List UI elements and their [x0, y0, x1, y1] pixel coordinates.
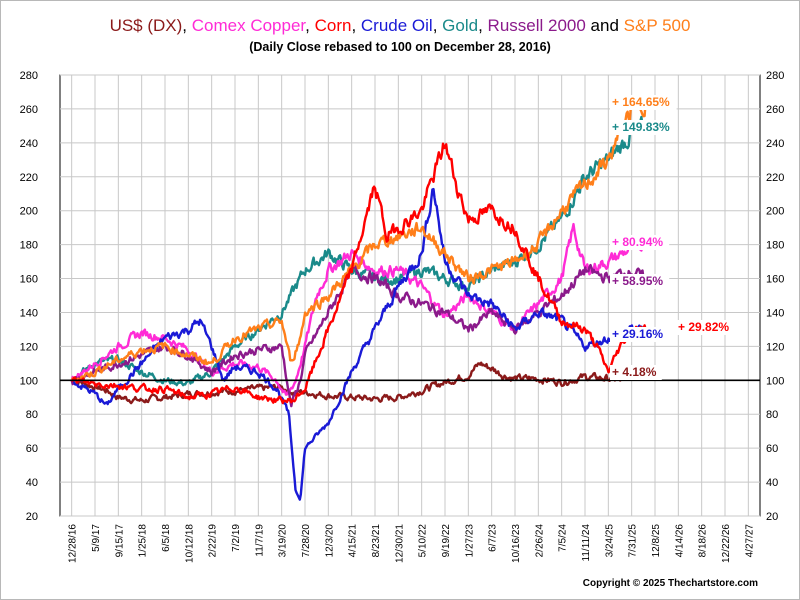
- y-tick-label-left: 220: [20, 172, 38, 184]
- plot-area: [59, 74, 761, 517]
- x-tick-label: 6/5/18: [161, 524, 172, 552]
- x-tick-label: 10/12/18: [184, 524, 195, 563]
- end-label-bg: [610, 95, 677, 110]
- y-tick-label-right: 280: [766, 70, 784, 82]
- x-tick-label: 5/10/22: [418, 524, 429, 558]
- title-part: Comex Copper: [191, 16, 306, 35]
- x-tick-label: 11/11/24: [581, 524, 592, 562]
- y-tick-label-right: 180: [766, 240, 784, 252]
- x-tick-label: 12/28/16: [68, 524, 79, 563]
- x-tick-label: 11/7/19: [254, 524, 265, 557]
- title-part: US$ (DX): [109, 16, 183, 35]
- end-label: + 80.94%: [612, 235, 663, 249]
- title-part: Gold: [442, 16, 479, 35]
- x-tick-label: 7/28/20: [301, 524, 312, 558]
- y-tick-label-left: 140: [20, 307, 38, 319]
- x-tick-label: 2/22/19: [208, 524, 219, 558]
- y-tick-label-left: 280: [20, 70, 38, 82]
- x-tick-label: 8/18/26: [698, 524, 709, 558]
- y-tick-label-left: 40: [26, 477, 38, 489]
- x-tick-label: 12/8/25: [651, 524, 662, 558]
- y-tick-label-right: 140: [766, 307, 784, 319]
- x-tick-label: 7/5/24: [558, 524, 569, 552]
- y-tick-label-left: 200: [20, 206, 38, 218]
- y-tick-label-right: 20: [766, 511, 778, 523]
- x-tick-label: 12/30/21: [394, 524, 405, 563]
- title-part: ,: [432, 16, 443, 35]
- series-line-s-p-500: [70, 96, 647, 383]
- title-part: Crude Oil: [360, 16, 433, 35]
- y-tick-label-right: 60: [766, 443, 778, 455]
- x-tick-label: 2/26/24: [534, 524, 545, 558]
- x-tick-label: 5/9/17: [91, 524, 102, 552]
- end-label: + 29.82%: [678, 320, 729, 334]
- x-tick-label: 10/16/23: [511, 524, 522, 563]
- title-part: and: [585, 16, 624, 35]
- y-tick-label-right: 220: [766, 172, 784, 184]
- y-tick-label-left: 160: [20, 274, 38, 286]
- end-label-bg: [610, 327, 670, 342]
- copyright-text: Copyright © 2025 Thechartstore.com: [582, 578, 758, 589]
- end-label-bg: [676, 320, 736, 335]
- title-part: ,: [351, 16, 361, 35]
- title-part: ,: [305, 16, 315, 35]
- end-label: + 58.95%: [612, 274, 663, 288]
- y-tick-label-right: 160: [766, 274, 784, 286]
- x-tick-label: 8/23/21: [371, 524, 382, 558]
- y-tick-label-right: 260: [766, 104, 784, 116]
- end-label: + 164.65%: [612, 95, 670, 109]
- y-tick-label-right: 40: [766, 477, 778, 489]
- y-tick-label-left: 60: [26, 443, 38, 455]
- chart-subtitle: (Daily Close rebased to 100 on December …: [249, 40, 551, 54]
- x-tick-label: 12/3/20: [324, 524, 335, 558]
- series-line-corn: [71, 142, 647, 405]
- x-tick-label: 6/7/23: [488, 524, 499, 552]
- x-tick-label: 9/15/17: [114, 524, 125, 558]
- x-tick-label: 9/19/22: [441, 524, 452, 558]
- end-label: + 149.83%: [612, 120, 670, 134]
- x-tick-label: 7/31/25: [628, 524, 639, 558]
- x-tick-label: 1/25/18: [138, 524, 149, 558]
- title-part: Russell 2000: [487, 16, 586, 35]
- y-tick-label-right: 100: [766, 375, 784, 387]
- title-part: ,: [182, 16, 192, 35]
- end-label-bg: [610, 120, 677, 135]
- x-tick-label: 4/27/27: [744, 524, 755, 558]
- y-tick-label-right: 240: [766, 138, 784, 150]
- y-tick-label-right: 80: [766, 409, 778, 421]
- end-label-bg: [610, 274, 670, 289]
- series-line-comex-copper: [70, 222, 647, 396]
- y-tick-label-left: 120: [20, 341, 38, 353]
- end-label-bg: [610, 235, 670, 250]
- title-part: Corn: [314, 16, 352, 35]
- x-tick-label: 7/2/19: [231, 524, 242, 552]
- y-tick-label-left: 180: [20, 240, 38, 252]
- x-tick-label: 12/22/26: [721, 524, 732, 563]
- title-part: S&P 500: [623, 16, 691, 35]
- y-tick-label-left: 20: [26, 511, 38, 523]
- x-tick-label: 3/19/20: [278, 524, 289, 558]
- y-tick-label-left: 240: [20, 138, 38, 150]
- chart-title: US$ (DX), Comex Copper, Corn, Crude Oil,…: [0, 16, 800, 36]
- x-tick-label: 1/27/23: [464, 524, 475, 558]
- y-tick-label-left: 80: [26, 409, 38, 421]
- series-line-crude-oil: [70, 187, 647, 501]
- y-tick-label-right: 200: [766, 206, 784, 218]
- x-tick-label: 3/24/25: [604, 524, 615, 558]
- y-tick-label-left: 260: [20, 104, 38, 116]
- end-label: + 4.18%: [612, 365, 657, 379]
- title-part: ,: [478, 16, 488, 35]
- x-tick-label: 4/14/26: [674, 524, 685, 558]
- y-tick-label-right: 120: [766, 341, 784, 353]
- end-label-bg: [610, 365, 662, 380]
- y-tick-label-left: 100: [20, 375, 38, 387]
- x-tick-label: 4/15/21: [348, 524, 359, 558]
- end-label: + 29.16%: [612, 327, 663, 341]
